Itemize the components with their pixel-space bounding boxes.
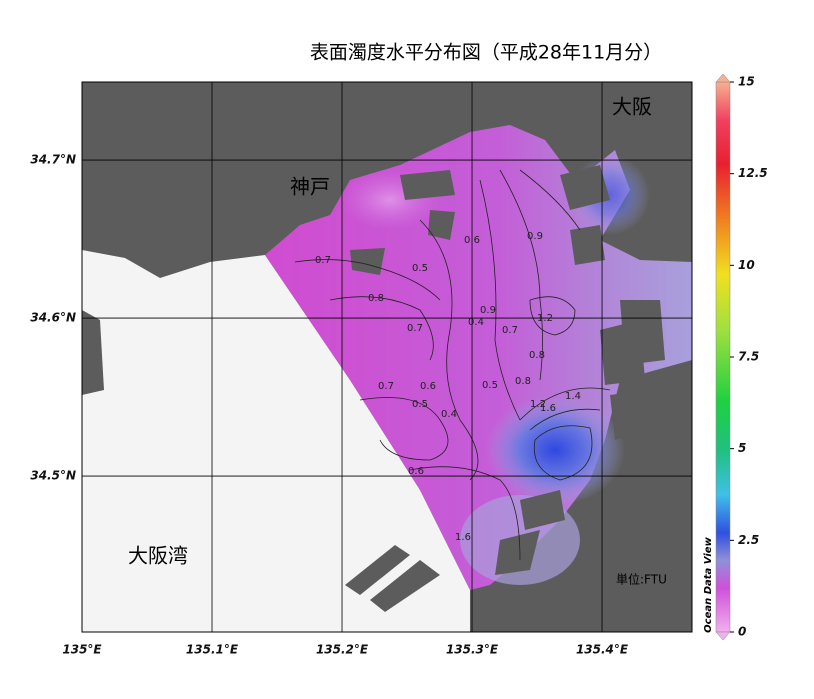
contour-label: 0.6 [408,466,424,477]
colorbar-max [715,73,731,83]
contour-label: 1.2 [537,313,553,324]
x-tick-label: 135°E [62,643,102,657]
y-tick-label: 34.6°N [30,311,76,325]
colorbar-label: 15 [738,75,755,89]
x-tick-label: 135.2°E [316,643,369,657]
y-tick-label: 34.5°N [30,469,76,483]
contour-label: 0.7 [315,255,331,266]
contour-label: 1.4 [565,391,581,402]
land-piece [82,310,104,395]
x-tick-label: 135.4°E [576,643,629,657]
contour-label: 1.6 [540,403,556,414]
frame [81,81,693,633]
colorbar-min [715,631,731,641]
place-label: 大阪湾 [128,544,188,568]
contour-label: 0.4 [468,317,484,328]
title: 表面濁度水平分布図（平成28年11月分） [310,42,662,64]
contour-label: 1.6 [455,532,471,543]
contour-label: 0.7 [502,325,518,336]
contour-label: 0.7 [378,381,394,392]
place-label: 神戸 [290,175,330,199]
watermark: Ocean Data View [703,536,714,632]
colorbar-label: 0 [738,625,746,639]
x-tick-label: 135.3°E [446,643,499,657]
contour-label: 0.8 [515,376,531,387]
colorbar-label: 7.5 [738,350,759,364]
unit-label: 単位:FTU [616,572,667,587]
contour-label: 0.7 [407,323,423,334]
port-island [345,545,440,612]
contour-label: 0.5 [482,380,498,391]
contour-label: 0.4 [441,409,457,420]
contour-label: 0.8 [529,350,545,361]
contours [294,169,611,561]
water-high [485,395,625,505]
colorbar-label: 2.5 [738,533,759,547]
contour-label: 0.6 [420,381,436,392]
contour-label: 0.9 [527,231,543,242]
contour-label: 0.6 [464,235,480,246]
y-tick-label: 34.7°N [30,153,76,167]
sea-west [82,250,470,632]
contour-label: 0.5 [412,399,428,410]
title-box [262,36,710,70]
map-area [82,82,692,632]
islands [350,165,665,575]
contour-label: 0.5 [412,263,428,274]
x-tick-label: 135.1°E [186,643,239,657]
colorbar-label: 10 [738,258,755,272]
graticule [82,82,692,632]
colorbar [715,81,731,633]
contour-label: 0.9 [480,305,496,316]
colorbar-label: 5 [738,441,746,455]
colorbar-label: 12.5 [738,166,768,180]
contour-label: 0.8 [368,293,384,304]
place-label: 大阪 [612,95,652,119]
contour-label: 1.2 [530,399,546,410]
